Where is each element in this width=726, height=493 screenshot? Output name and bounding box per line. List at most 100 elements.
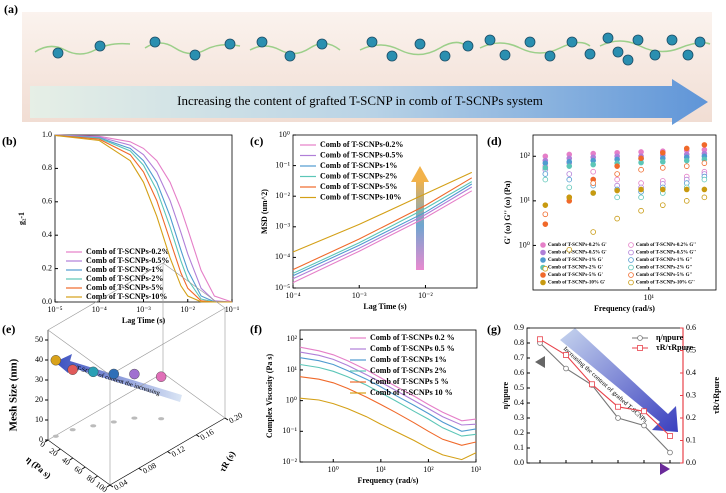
legend-label: Comb of T-SCNPs-10% G' — [548, 281, 606, 286]
y-tick-label: 0.1 — [514, 443, 524, 452]
y2-tick-label: 0.5 — [686, 345, 696, 354]
marker — [542, 221, 549, 227]
x-tick-label: 10⁻¹ — [225, 305, 240, 314]
marker — [683, 186, 690, 193]
series-line — [539, 342, 671, 453]
marker — [638, 194, 644, 201]
legend-label: Comb of T-SCNPs-0.2% — [86, 247, 169, 256]
marker — [615, 403, 621, 410]
marker — [542, 160, 549, 166]
marker — [542, 202, 549, 208]
x-tick-label: 0 — [39, 439, 47, 449]
marker — [701, 176, 708, 183]
marker — [638, 207, 644, 214]
y-tick-label: 0.2 — [42, 263, 52, 272]
legend-label: Comb of T-SCNPs-2% — [320, 171, 397, 180]
axis-pointer — [535, 356, 545, 368]
marker — [589, 381, 595, 388]
legend-label: Comb of T-SCNPs-5% G' — [548, 273, 603, 278]
series-line — [299, 357, 477, 432]
axis-pointer — [660, 463, 670, 475]
series-line — [292, 186, 473, 280]
marker — [563, 352, 569, 358]
y-tick-label: 10¹ — [520, 196, 531, 205]
point-shadow — [52, 434, 59, 438]
x-tick — [57, 448, 61, 452]
y-tick-label: 10⁻⁵ — [275, 283, 290, 292]
legend-swatch — [637, 335, 643, 341]
x-tick-label: 10² — [423, 465, 434, 474]
x-tick-label: 10⁻⁵ — [47, 305, 62, 314]
y-tick-label: 0.3 — [514, 413, 524, 422]
legend-label: Comb of T-SCNPs-0.5% — [86, 256, 169, 265]
trend-arrow-head — [411, 166, 429, 182]
series-line — [299, 376, 477, 446]
x-tick-label: 10⁰ — [328, 465, 339, 474]
y-tick-label: 1.0 — [42, 130, 52, 139]
legend-swatch — [540, 272, 546, 278]
y-tick-label: 0.6 — [42, 197, 52, 206]
y-tick — [195, 434, 200, 438]
y-tick-label: 10⁰ — [519, 240, 530, 249]
data-point — [88, 366, 99, 378]
y-tick-label: 0.4 — [514, 398, 524, 407]
box-edge — [109, 307, 226, 376]
series-line — [299, 351, 477, 426]
marker — [659, 165, 666, 171]
y-tick-label: 0.12 — [170, 444, 187, 459]
point-shadow — [90, 424, 97, 428]
y-tick-label: 0.8 — [514, 338, 524, 347]
marker — [659, 186, 666, 193]
z-tick-label: 40 — [35, 355, 43, 364]
point-shadow — [110, 420, 117, 424]
marker — [614, 194, 620, 201]
y-tick-label: 10⁰ — [279, 130, 290, 139]
series-line — [54, 134, 232, 303]
marker — [659, 202, 666, 208]
legend-label: Comb of T-SCNPs-5% — [320, 182, 397, 191]
marker — [590, 180, 597, 186]
y2-tick-label: 0.6 — [686, 323, 696, 332]
y-tick-label: 10¹ — [287, 365, 298, 374]
marker — [683, 145, 690, 152]
marker — [542, 211, 549, 218]
x-tick — [106, 484, 111, 488]
x-tick-label: 40 — [60, 455, 72, 467]
series-line — [539, 338, 671, 437]
marker — [563, 365, 569, 372]
x-tick-label: 100 — [94, 480, 109, 493]
legend-swatch — [628, 257, 634, 263]
series-line — [299, 363, 477, 437]
marker — [590, 168, 597, 175]
marker — [590, 161, 597, 168]
x-tick — [69, 457, 74, 461]
x-axis-label: Lag Time (s) — [363, 302, 407, 311]
trend-arrow — [560, 328, 678, 432]
y2-tick-label: 0.3 — [686, 390, 696, 399]
y-tick-label: 0.16 — [199, 427, 216, 442]
marker — [659, 149, 666, 156]
x-tick-label: 10⁻² — [180, 305, 195, 314]
increase-arrow — [30, 79, 708, 125]
marker — [667, 433, 673, 439]
series-line — [54, 134, 233, 303]
marker — [537, 336, 543, 343]
legend-swatch — [628, 242, 634, 248]
legend-swatch — [628, 264, 634, 271]
y-tick-label: 0.2 — [514, 428, 524, 437]
y-tick-label: 0.8 — [42, 163, 52, 172]
data-point — [155, 371, 167, 382]
legend-label: Comb of T-SCNPs-10% — [86, 292, 167, 301]
x-tick-label: 10⁻⁴ — [92, 305, 107, 314]
legend-label: Comb of T-SCNPs-5% — [86, 283, 163, 292]
marker — [701, 194, 708, 201]
marker — [566, 171, 573, 177]
point-shadow — [158, 417, 165, 421]
y-tick-label: 0.5 — [514, 383, 524, 392]
x-tick-label: 10³ — [471, 465, 482, 474]
panel-label: (d) — [487, 134, 502, 148]
y-tick-label: 10⁻¹ — [275, 160, 290, 169]
legend-swatch — [628, 279, 634, 286]
x-tick — [44, 439, 49, 443]
